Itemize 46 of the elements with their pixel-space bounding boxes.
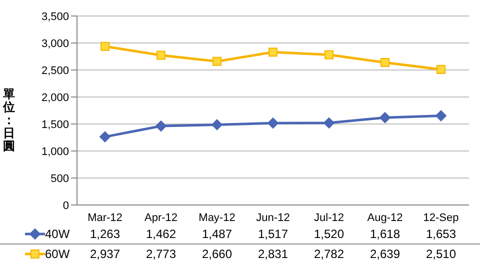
data-label: 1,263 [88,227,122,241]
y-tick-label: 2,000 [41,92,69,104]
y-tick-label: 3,500 [41,10,69,23]
y-tick-label: 1,500 [41,118,69,131]
data-label: 2,831 [256,247,290,261]
data-label: 1,618 [368,227,402,241]
y-tick-label: 1,000 [41,146,69,158]
x-tick-label: Jun-12 [256,212,290,224]
y-tick-label: 2,500 [41,64,69,77]
x-tick-label: Apr-12 [144,212,178,224]
data-label: 1,487 [200,227,234,241]
data-label: 1,517 [256,227,290,241]
point [212,119,222,130]
data-label: 2,782 [312,247,346,261]
data-label: 2,773 [144,247,178,261]
y-tick-label: 0 [62,200,69,212]
x-tick-label: Aug-12 [367,212,403,224]
data-label: 2,937 [88,247,122,261]
point [268,118,278,129]
point [100,131,110,142]
point [100,42,110,51]
x-tick-label: Jul-12 [314,212,344,224]
point [436,110,446,122]
point [436,64,446,74]
point [324,50,334,60]
y-tick-label: 3,000 [41,38,69,50]
point [212,56,222,66]
data-label: 1,462 [144,227,178,241]
legend-label: 60W [45,247,71,261]
x-tick-label: 12-Sep [423,212,459,224]
data-label: 1,653 [424,227,458,241]
point [268,48,278,57]
data-label: 2,510 [424,247,458,261]
data-label: 2,639 [368,247,402,261]
x-tick-label: May-12 [198,212,236,224]
x-tick-label: Mar-12 [88,212,122,224]
y-tick-label: 500 [50,172,69,185]
point [324,117,334,128]
data-label: 1,520 [312,227,346,241]
point [156,120,166,132]
point [380,112,390,124]
data-label: 2,660 [200,247,234,261]
point [156,50,166,60]
legend-label: 40W [45,227,71,241]
y-axis-title: 單位：日圓 [2,87,16,153]
point [380,58,390,67]
